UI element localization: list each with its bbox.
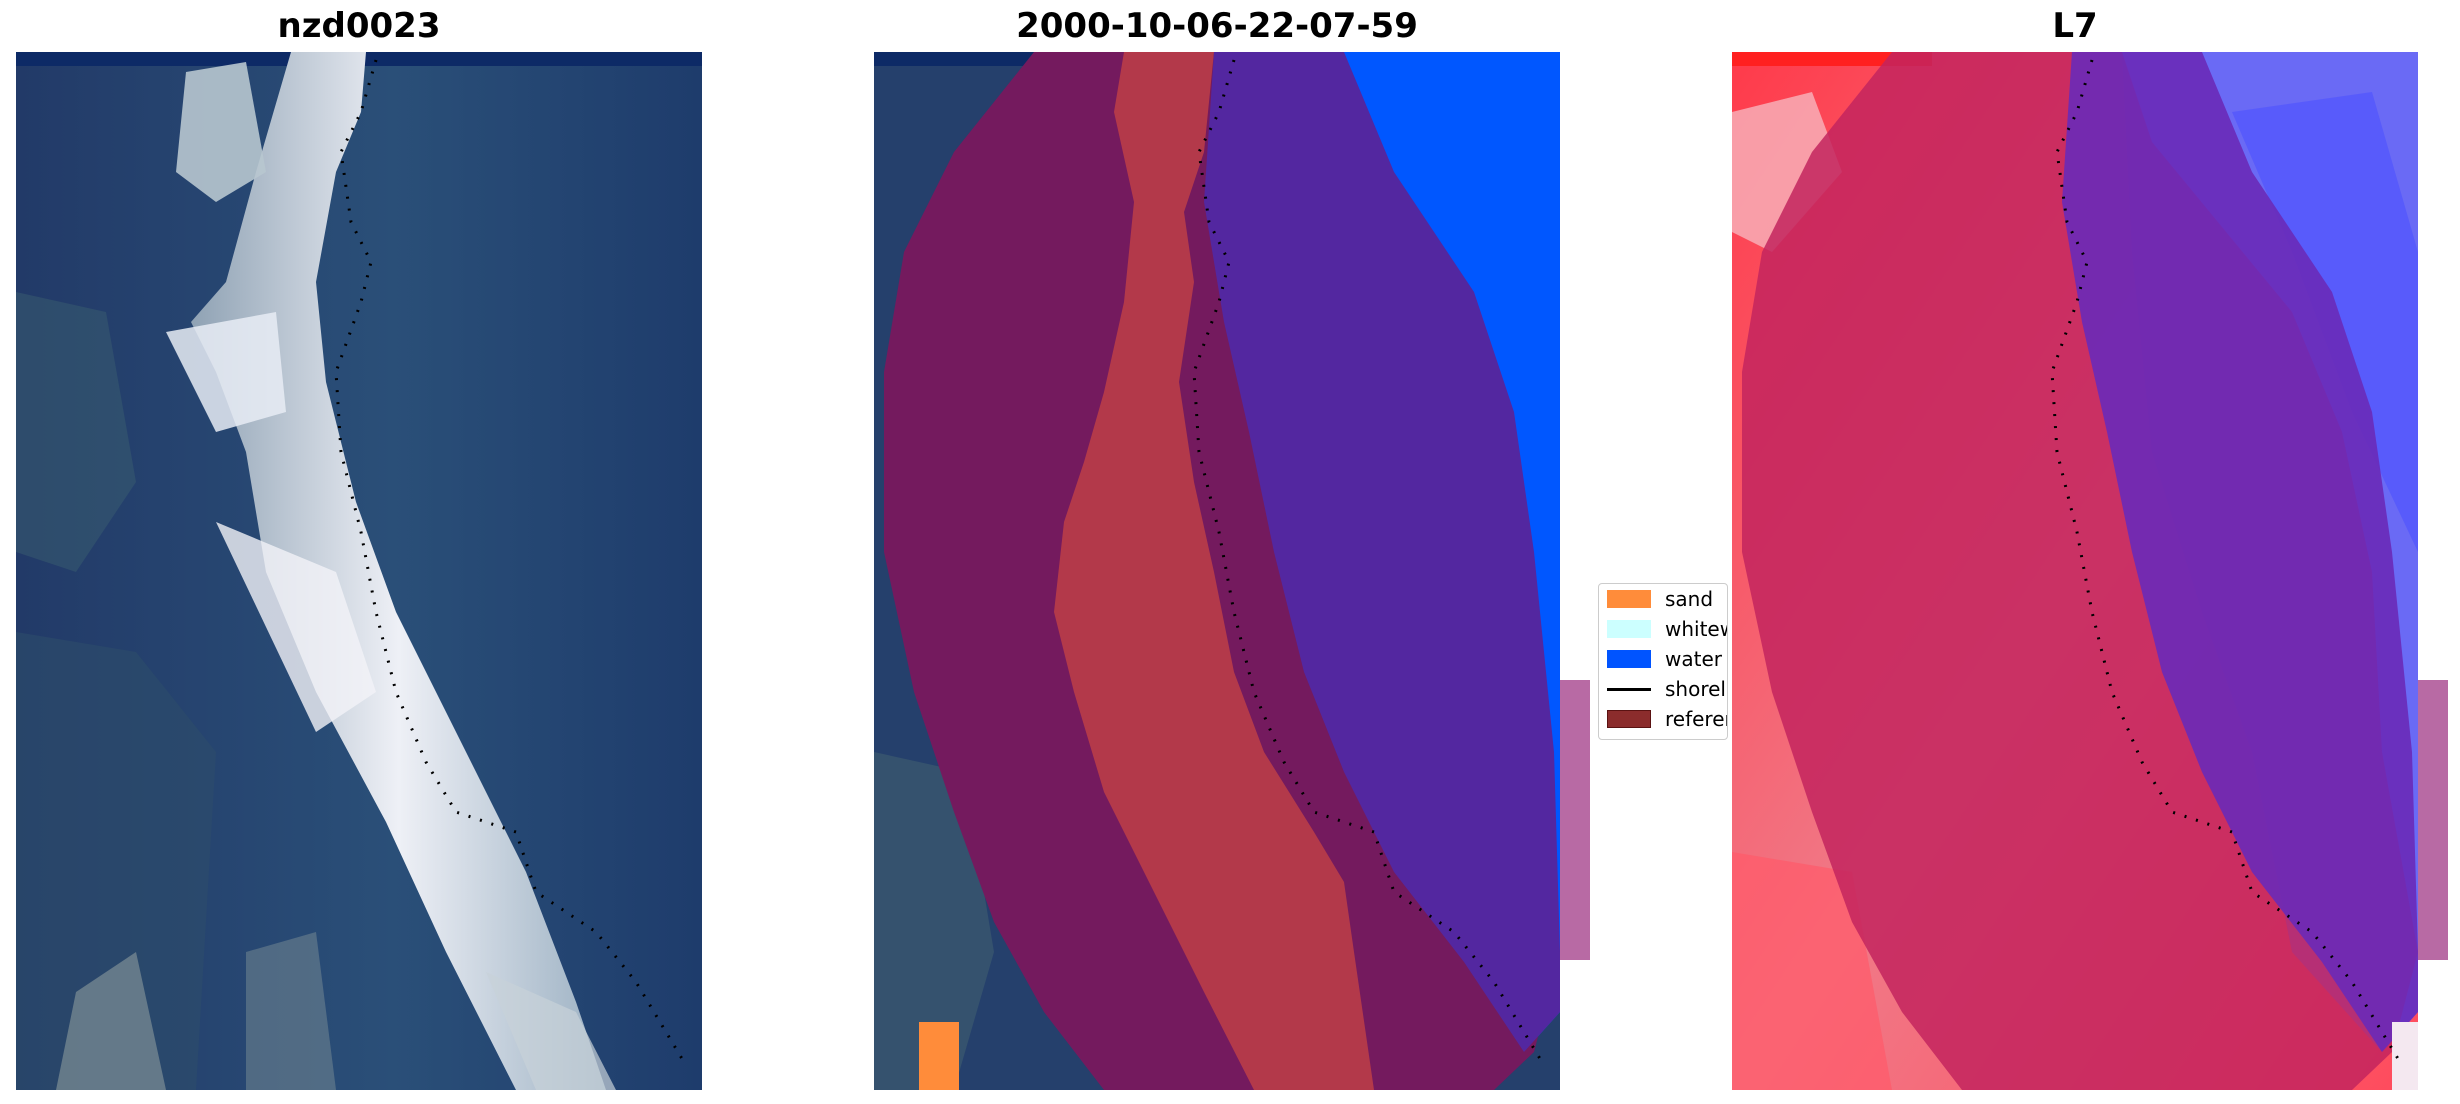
land-class-region (1054, 52, 1374, 1090)
legend-item-water: water (1607, 646, 1722, 672)
legend-item-reference: reference (1607, 706, 1727, 732)
shoreline-line-swatch (1607, 687, 1651, 691)
panel-title-image-id: nzd0023 (277, 6, 441, 46)
reference-swatch (1607, 710, 1651, 728)
legend-label-water: water (1665, 647, 1722, 671)
sand-class-patch (919, 1022, 959, 1090)
legend-label-shoreline: shoreline (1665, 677, 1727, 701)
whitewater-swatch (1607, 620, 1651, 638)
classified-image-panel (874, 52, 1560, 1090)
shoreline-dots-classified (1192, 59, 1544, 1063)
water-class-region-overlay (1204, 52, 1560, 1052)
water-swatch (1607, 650, 1651, 668)
sand-swatch (1607, 590, 1651, 608)
legend-item-sand: sand (1607, 586, 1713, 612)
shoreline-dots-rgb (334, 59, 686, 1063)
shoreline-dots-mndwi (2050, 59, 2402, 1063)
legend-item-shoreline: shoreline (1607, 676, 1727, 702)
reference-buffer-edge (1560, 680, 1590, 960)
legend-label-reference: reference (1665, 707, 1727, 731)
mndwi-buffer-edge (2418, 680, 2448, 960)
mndwi-image-panel (1732, 52, 2418, 1090)
classified-image (874, 52, 1560, 1090)
rgb-image-panel (16, 52, 702, 1090)
panel-title-date: 2000-10-06-22-07-59 (1016, 6, 1418, 46)
panel-title-satellite: L7 (2052, 6, 2098, 46)
mndwi-image (1732, 52, 2418, 1090)
legend-label-sand: sand (1665, 587, 1714, 611)
rgb-image (16, 52, 702, 1090)
